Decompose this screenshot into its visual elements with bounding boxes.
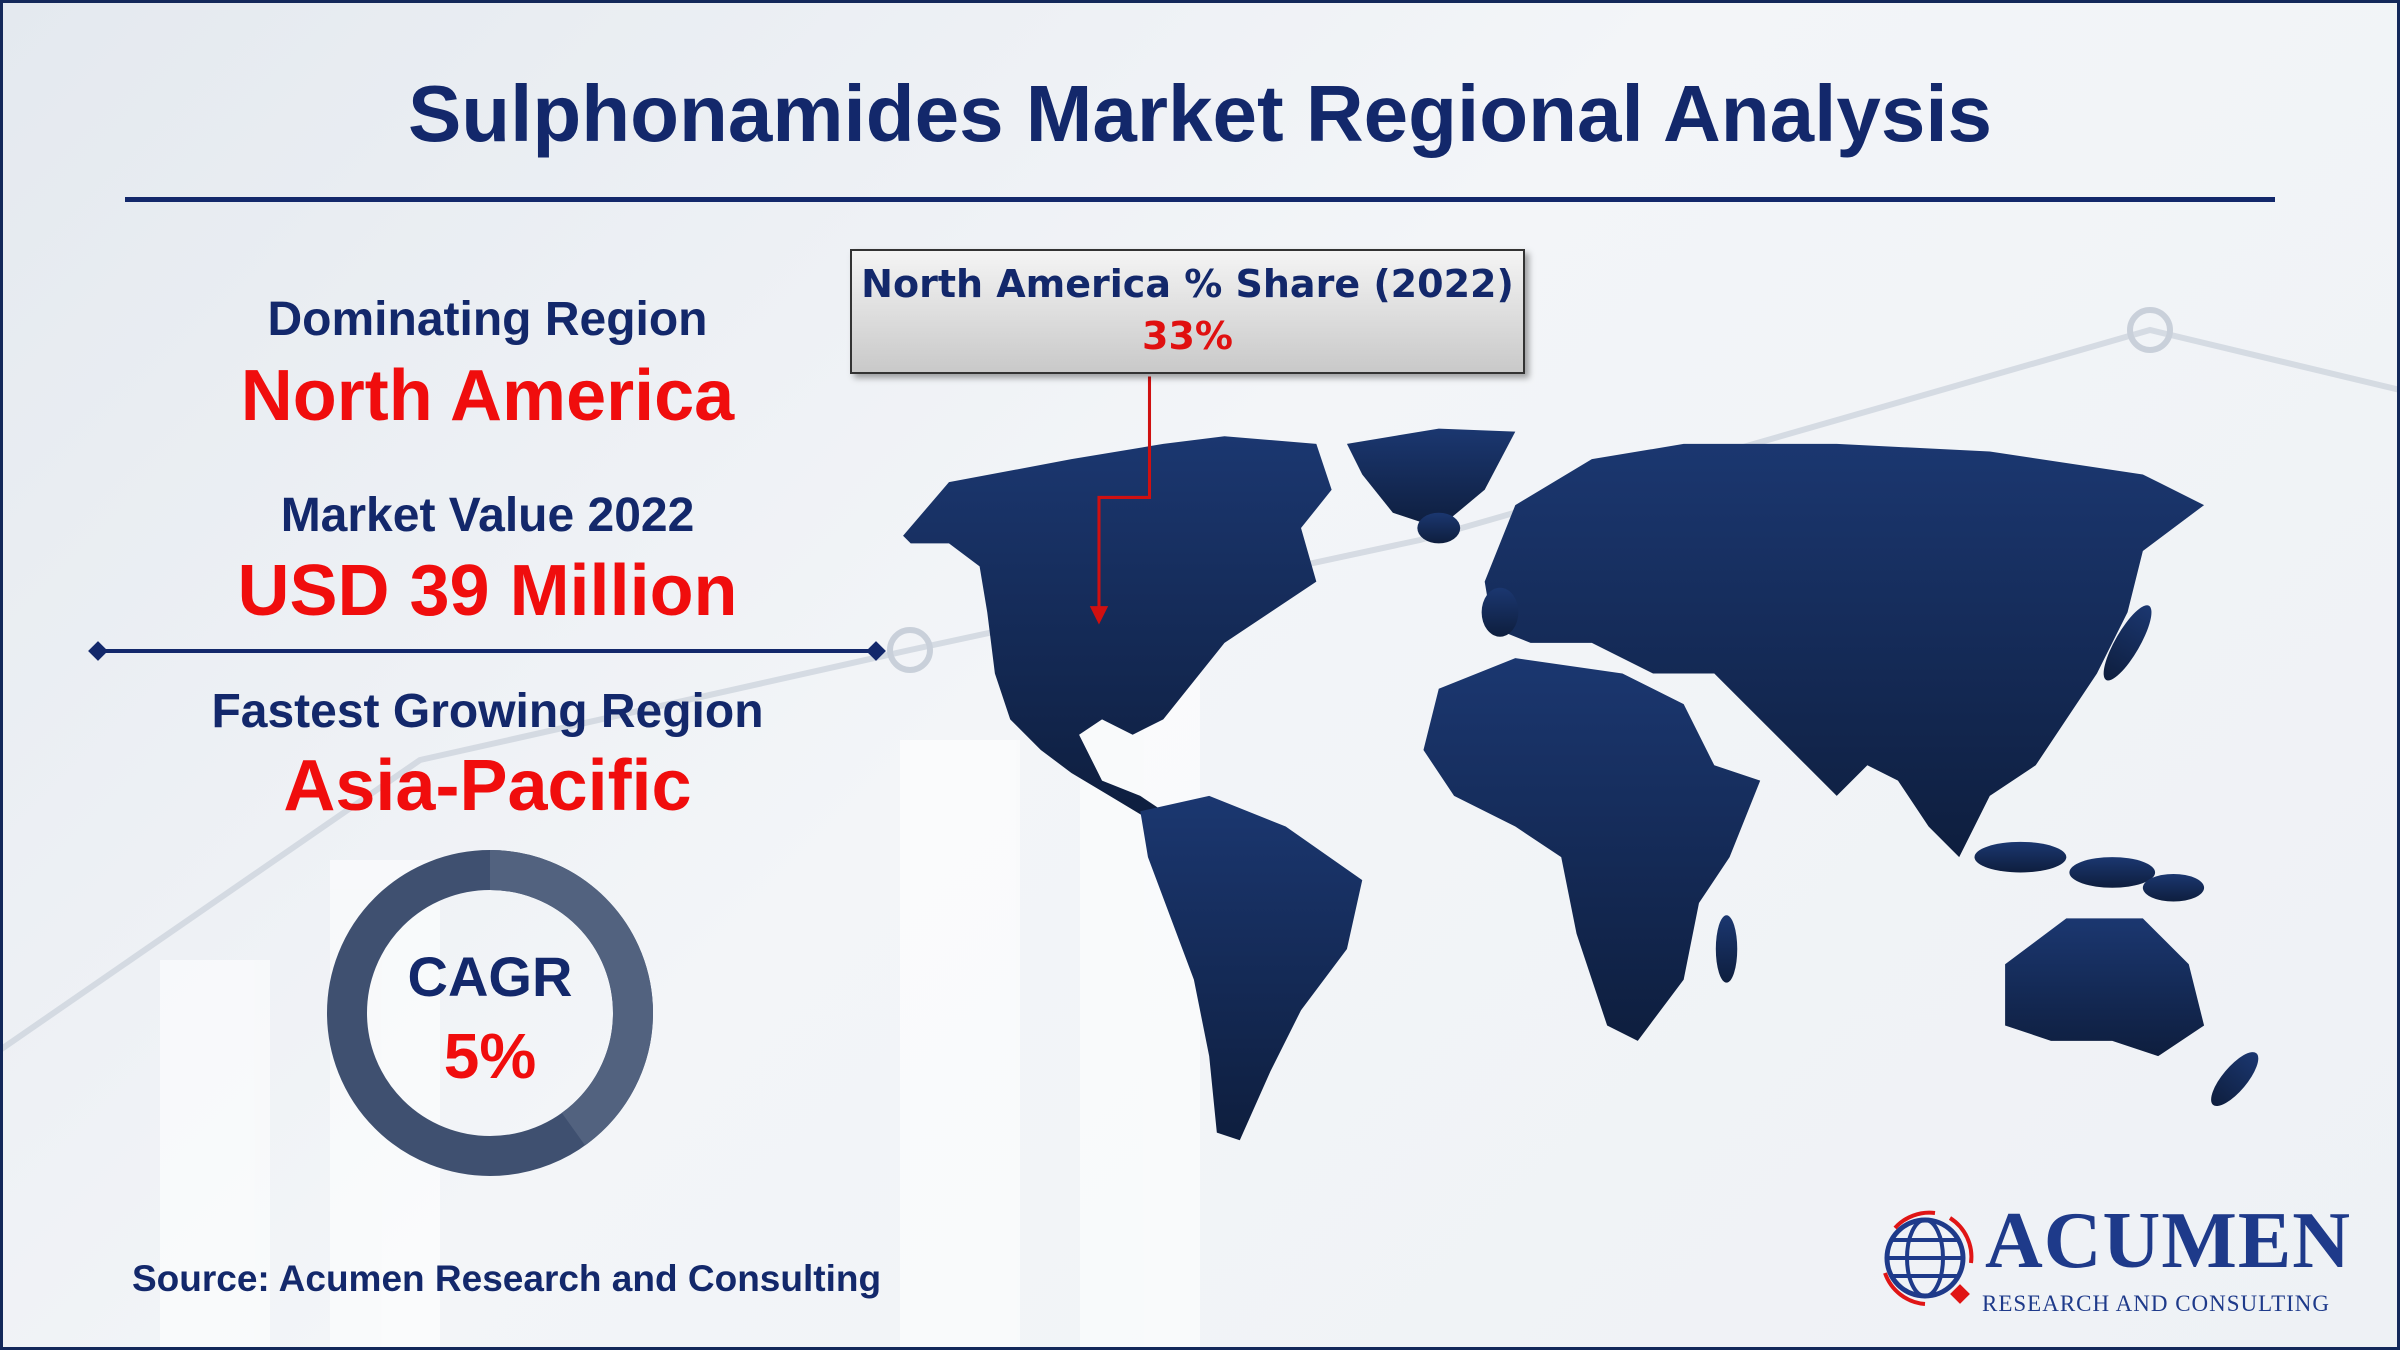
dominating-region-value: North America [240,356,735,436]
logo-tagline: RESEARCH AND CONSULTING [1982,1291,2331,1316]
fastest-growing-value: Asia-Pacific [283,746,692,826]
greenland [1346,428,1516,529]
cagr-label: CAGR [407,945,573,1008]
north-america [903,436,1332,819]
page-title: Sulphonamides Market Regional Analysis [407,69,1993,158]
callout-title: North America % Share (2022) [861,262,1514,306]
acumen-logo: ACUMEN RESEARCH AND CONSULTING [1875,1195,2350,1325]
market-value-label: Market Value 2022 [280,489,695,542]
africa [1423,658,1761,1041]
south-america [1140,795,1363,1141]
logo-name: ACUMEN [1985,1197,2351,1285]
callout-value: 33% [1142,314,1233,358]
callout-pointer [1097,376,1152,620]
australia [2005,918,2205,1057]
dominating-region-label: Dominating Region [267,293,708,346]
fastest-growing-label: Fastest Growing Region [211,685,764,738]
section-divider [97,649,877,653]
source-note: Source: Acumen Research and Consulting [132,1258,882,1299]
globe-icon [1883,1210,1974,1306]
market-value: USD 39 Million [237,551,738,631]
cagr-value: 5% [443,1020,537,1092]
north-america-share-callout: North America % Share (2022) 33% [850,249,1525,374]
eurasia [1484,443,2205,858]
cagr-donut [327,850,653,1176]
title-underline [125,197,2275,202]
